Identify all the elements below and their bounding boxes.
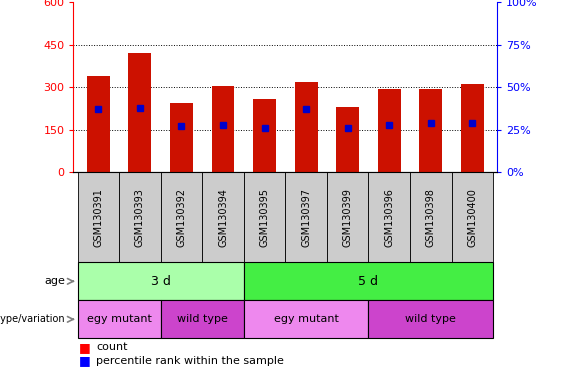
Bar xyxy=(77,172,119,262)
Bar xyxy=(160,300,244,338)
Bar xyxy=(160,172,202,262)
Bar xyxy=(244,300,368,338)
Bar xyxy=(378,89,401,172)
Bar xyxy=(327,172,368,262)
Bar xyxy=(128,53,151,172)
Bar xyxy=(253,99,276,172)
Text: GSM130395: GSM130395 xyxy=(259,188,270,247)
Text: 3 d: 3 d xyxy=(151,275,171,288)
Text: percentile rank within the sample: percentile rank within the sample xyxy=(96,356,284,366)
Text: GSM130398: GSM130398 xyxy=(426,188,436,247)
Bar xyxy=(244,172,285,262)
Bar xyxy=(244,262,493,300)
Text: GSM130394: GSM130394 xyxy=(218,188,228,247)
Bar xyxy=(368,172,410,262)
Bar xyxy=(451,172,493,262)
Bar xyxy=(202,172,244,262)
Text: wild type: wild type xyxy=(405,314,456,324)
Bar xyxy=(87,76,110,172)
Text: count: count xyxy=(96,343,128,353)
Bar xyxy=(119,172,160,262)
Text: ■: ■ xyxy=(79,354,91,367)
Bar xyxy=(211,86,234,172)
Text: ■: ■ xyxy=(79,341,91,354)
Text: GSM130396: GSM130396 xyxy=(384,188,394,247)
Text: egy mutant: egy mutant xyxy=(273,314,338,324)
Text: GSM130393: GSM130393 xyxy=(135,188,145,247)
Text: egy mutant: egy mutant xyxy=(86,314,151,324)
Bar xyxy=(170,103,193,172)
Bar xyxy=(77,300,160,338)
Bar xyxy=(368,300,493,338)
Text: GSM130399: GSM130399 xyxy=(342,188,353,247)
Text: GSM130400: GSM130400 xyxy=(467,188,477,247)
Text: genotype/variation: genotype/variation xyxy=(0,314,65,324)
Bar xyxy=(410,172,451,262)
Text: GSM130392: GSM130392 xyxy=(176,188,186,247)
Text: 5 d: 5 d xyxy=(358,275,379,288)
Text: age: age xyxy=(44,276,65,286)
Text: wild type: wild type xyxy=(177,314,228,324)
Bar xyxy=(285,172,327,262)
Bar xyxy=(419,89,442,172)
Bar xyxy=(77,262,244,300)
Bar xyxy=(461,84,484,172)
Bar xyxy=(295,82,318,172)
Text: GSM130397: GSM130397 xyxy=(301,188,311,247)
Text: GSM130391: GSM130391 xyxy=(93,188,103,247)
Bar xyxy=(336,107,359,172)
